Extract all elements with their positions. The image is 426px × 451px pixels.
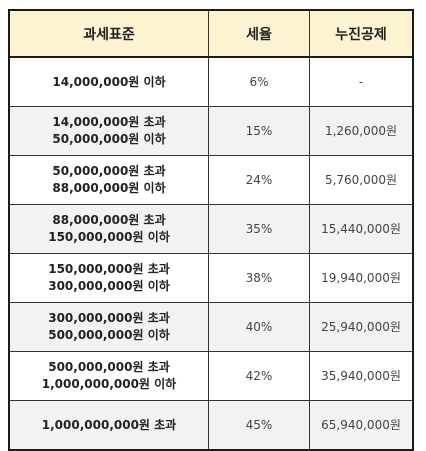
tax-base-cell: 150,000,000원 초과 300,000,000원 이하 [8, 253, 209, 303]
tax-base-line: 50,000,000원 초과 [52, 164, 166, 178]
tax-base-cell: 1,000,000,000원 초과 [8, 400, 209, 451]
table-row: 300,000,000원 초과 500,000,000원 이하 40% 25,9… [8, 302, 414, 352]
table-row: 14,000,000원 초과 50,000,000원 이하 15% 1,260,… [8, 106, 414, 156]
tax-base-cell: 300,000,000원 초과 500,000,000원 이하 [8, 302, 209, 352]
table-row: 500,000,000원 초과 1,000,000,000원 이하 42% 35… [8, 351, 414, 401]
tax-rate-cell: 24% [208, 155, 310, 205]
tax-rate-cell: 15% [208, 106, 310, 156]
tax-base-cell: 50,000,000원 초과 88,000,000원 이하 [8, 155, 209, 205]
header-row: 과세표준 세율 누진공제 [8, 9, 414, 58]
table-header: 과세표준 세율 누진공제 [8, 9, 414, 58]
deduction-cell: 35,940,000원 [309, 351, 414, 401]
header-tax-base: 과세표준 [8, 9, 209, 58]
deduction-cell: 5,760,000원 [309, 155, 414, 205]
table-row: 1,000,000,000원 초과 45% 65,940,000원 [8, 400, 414, 451]
table-row: 50,000,000원 초과 88,000,000원 이하 24% 5,760,… [8, 155, 414, 205]
tax-rate-cell: 40% [208, 302, 310, 352]
tax-rate-cell: 6% [208, 56, 310, 107]
header-tax-rate: 세율 [208, 9, 310, 58]
deduction-cell: 65,940,000원 [309, 400, 414, 451]
table-row: 150,000,000원 초과 300,000,000원 이하 38% 19,9… [8, 253, 414, 303]
tax-base-cell: 88,000,000원 초과 150,000,000원 이하 [8, 204, 209, 254]
header-progressive-deduction: 누진공제 [309, 9, 414, 58]
table-row: 14,000,000원 이하 6% - [8, 56, 414, 107]
tax-base-cell: 14,000,000원 초과 50,000,000원 이하 [8, 106, 209, 156]
deduction-cell: 19,940,000원 [309, 253, 414, 303]
tax-rate-cell: 38% [208, 253, 310, 303]
tax-rate-cell: 42% [208, 351, 310, 401]
deduction-cell: 1,260,000원 [309, 106, 414, 156]
tax-base-line: 1,000,000,000원 초과 [41, 417, 177, 432]
tax-base-line: 150,000,000원 이하 [48, 230, 170, 244]
tax-base-cell: 500,000,000원 초과 1,000,000,000원 이하 [8, 351, 209, 401]
tax-rate-table: 과세표준 세율 누진공제 14,000,000원 이하 6% - 14,000,… [8, 9, 414, 451]
tax-base-line: 150,000,000원 초과 [48, 262, 170, 276]
deduction-cell: 15,440,000원 [309, 204, 414, 254]
deduction-cell: 25,940,000원 [309, 302, 414, 352]
tax-base-line: 300,000,000원 이하 [48, 279, 170, 293]
tax-base-line: 500,000,000원 이하 [48, 328, 170, 342]
tax-base-line: 1,000,000,000원 이하 [41, 377, 177, 391]
tax-rate-table-container: 과세표준 세율 누진공제 14,000,000원 이하 6% - 14,000,… [8, 9, 414, 451]
deduction-cell: - [309, 56, 414, 107]
tax-base-line: 300,000,000원 초과 [48, 311, 170, 325]
tax-base-line: 50,000,000원 이하 [52, 132, 166, 146]
tax-base-line: 14,000,000원 초과 [52, 115, 166, 129]
tax-rate-cell: 35% [208, 204, 310, 254]
tax-base-line: 500,000,000원 초과 [48, 360, 170, 374]
tax-base-line: 88,000,000원 초과 [52, 213, 166, 227]
tax-base-line: 88,000,000원 이하 [52, 181, 166, 195]
table-row: 88,000,000원 초과 150,000,000원 이하 35% 15,44… [8, 204, 414, 254]
table-body: 14,000,000원 이하 6% - 14,000,000원 초과 50,00… [8, 56, 414, 451]
tax-base-cell: 14,000,000원 이하 [8, 56, 209, 107]
tax-base-line: 14,000,000원 이하 [52, 74, 166, 89]
tax-rate-cell: 45% [208, 400, 310, 451]
